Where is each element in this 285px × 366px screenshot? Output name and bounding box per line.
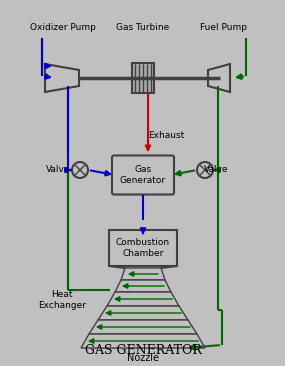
FancyBboxPatch shape bbox=[112, 156, 174, 194]
Polygon shape bbox=[98, 306, 188, 320]
Text: Combustion
Chamber: Combustion Chamber bbox=[116, 238, 170, 258]
Bar bbox=[132, 63, 154, 93]
Text: GAS GENERATOR: GAS GENERATOR bbox=[85, 344, 201, 356]
Text: Exhaust: Exhaust bbox=[148, 131, 184, 139]
Polygon shape bbox=[107, 292, 179, 306]
Circle shape bbox=[197, 162, 213, 178]
Polygon shape bbox=[121, 268, 165, 280]
Text: Gas
Generator: Gas Generator bbox=[120, 165, 166, 185]
Polygon shape bbox=[45, 64, 79, 92]
Polygon shape bbox=[115, 280, 171, 292]
Text: Gas Turbine: Gas Turbine bbox=[116, 23, 170, 33]
Text: Heat
Exchanger: Heat Exchanger bbox=[38, 290, 86, 310]
Bar bbox=[109, 230, 177, 266]
Polygon shape bbox=[89, 320, 197, 334]
Polygon shape bbox=[81, 334, 205, 348]
Text: Fuel Pump: Fuel Pump bbox=[200, 23, 247, 33]
Polygon shape bbox=[208, 64, 230, 92]
Text: Valve: Valve bbox=[203, 165, 228, 175]
Text: Oxidizer Pump: Oxidizer Pump bbox=[30, 23, 96, 33]
Text: Valve: Valve bbox=[46, 165, 70, 175]
Circle shape bbox=[72, 162, 88, 178]
Text: Nozzle: Nozzle bbox=[127, 353, 159, 363]
